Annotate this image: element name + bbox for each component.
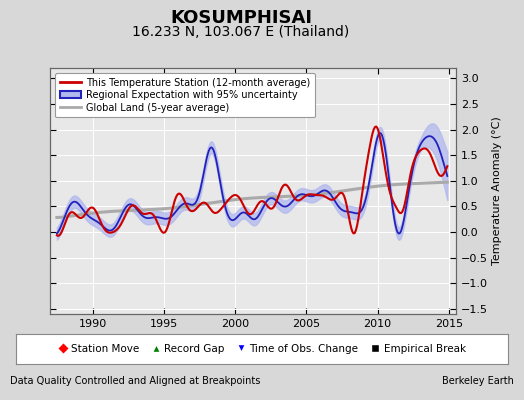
Text: 16.233 N, 103.067 E (Thailand): 16.233 N, 103.067 E (Thailand): [133, 25, 350, 39]
Text: Data Quality Controlled and Aligned at Breakpoints: Data Quality Controlled and Aligned at B…: [10, 376, 261, 386]
Legend: This Temperature Station (12-month average), Regional Expectation with 95% uncer: This Temperature Station (12-month avera…: [54, 73, 315, 118]
Text: KOSUMPHISAI: KOSUMPHISAI: [170, 9, 312, 27]
Legend: Station Move, Record Gap, Time of Obs. Change, Empirical Break: Station Move, Record Gap, Time of Obs. C…: [55, 341, 469, 357]
Text: Berkeley Earth: Berkeley Earth: [442, 376, 514, 386]
Y-axis label: Temperature Anomaly (°C): Temperature Anomaly (°C): [492, 117, 502, 265]
